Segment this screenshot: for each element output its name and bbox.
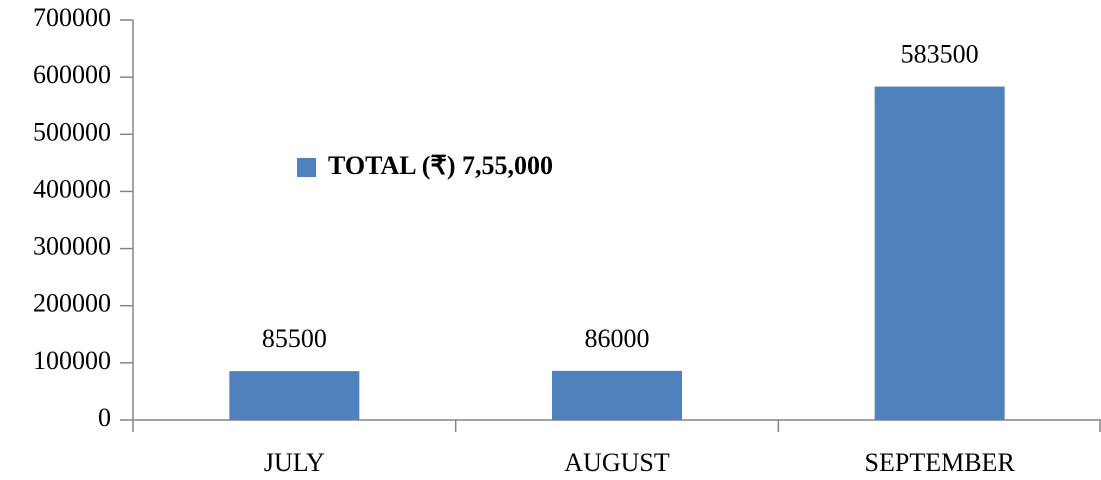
data-label: 583500: [901, 40, 979, 69]
y-tick-label: 200000: [33, 289, 111, 318]
data-label: 85500: [262, 324, 327, 353]
data-label: 86000: [585, 324, 650, 353]
x-tick-label: JULY: [264, 448, 325, 477]
y-tick-label: 0: [98, 403, 111, 432]
y-tick-label: 600000: [33, 60, 111, 89]
y-tick-label: 100000: [33, 346, 111, 375]
bar: [874, 86, 1005, 421]
legend-swatch: [297, 158, 316, 177]
bar: [229, 371, 360, 420]
y-tick-label: 400000: [33, 174, 111, 203]
y-tick-label: 700000: [33, 3, 111, 32]
legend-label: TOTAL (₹) 7,55,000: [328, 151, 553, 180]
bar: [552, 370, 682, 420]
x-tick-label: SEPTEMBER: [865, 448, 1016, 477]
y-tick-label: 300000: [33, 232, 111, 261]
x-tick-label: AUGUST: [564, 448, 670, 477]
y-tick-label: 500000: [33, 117, 111, 146]
